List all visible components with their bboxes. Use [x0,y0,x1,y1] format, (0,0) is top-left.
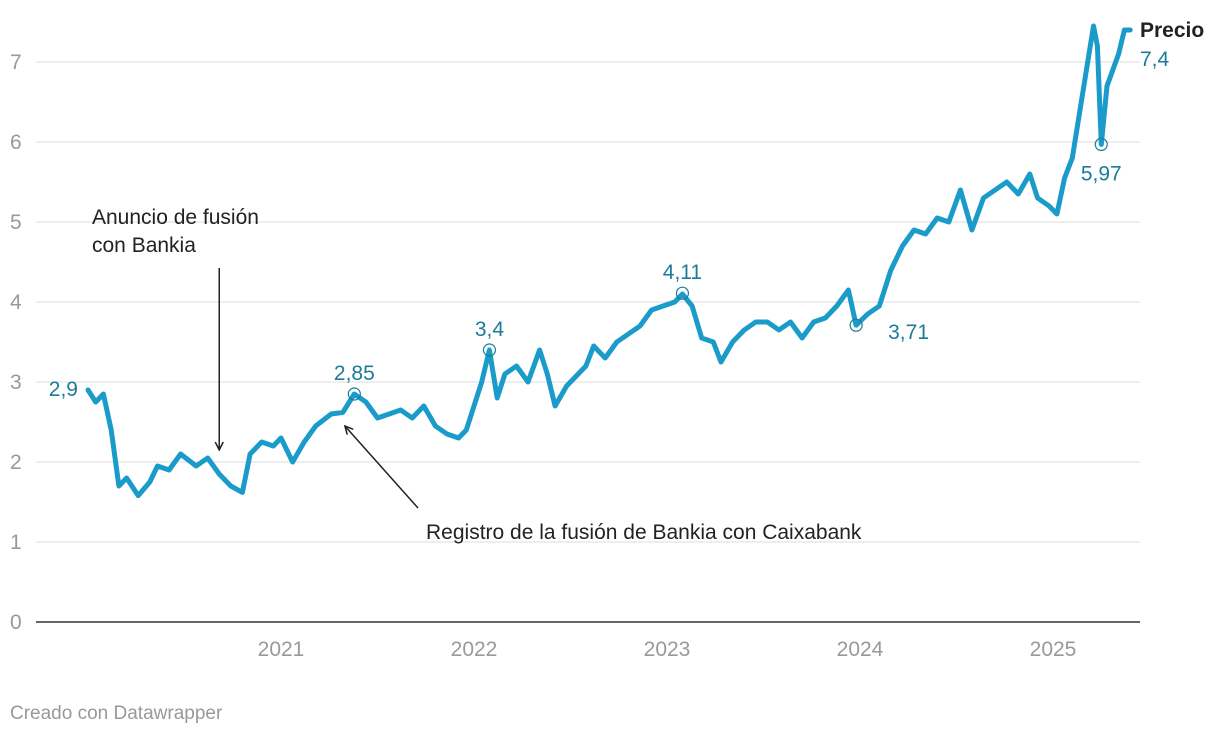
series-last-value-label: 7,4 [1140,48,1170,71]
point-value-label: 2,9 [49,378,78,401]
annotation-line: Registro de la fusión de Bankia con Caix… [426,521,862,544]
point-value-label: 3,71 [888,321,929,344]
y-tick-label: 7 [10,51,22,74]
series-name-label: Precio [1140,19,1204,42]
y-tick-label: 2 [10,451,22,474]
point-marker [347,387,361,401]
annotation-fusion-announcement: Anuncio de fusión con Bankia [92,206,259,257]
y-tick-label: 5 [10,211,22,234]
x-tick-label: 2023 [644,638,691,661]
point-marker [482,343,497,357]
y-axis-ticks: 0 1 2 3 4 5 6 7 [10,51,22,634]
y-tick-label: 0 [10,611,22,634]
annotation-fusion-registration: Registro de la fusión de Bankia con Caix… [426,521,862,544]
price-series-line [85,23,1133,499]
point-labels: 2,9 2,85 3,4 4,11 3,71 5,97 [49,162,1122,401]
y-tick-label: 3 [10,371,22,394]
point-value-label: 3,4 [475,318,505,341]
x-tick-label: 2025 [1030,638,1077,661]
point-marker [1094,137,1108,151]
point-marker [849,318,863,332]
footer-credit: Creado con Datawrapper [10,703,223,724]
y-tick-label: 1 [10,531,22,554]
point-markers [347,137,1108,401]
annotation-line: con Bankia [92,234,196,257]
point-marker [675,286,690,300]
y-tick-label: 4 [10,291,22,314]
point-value-label: 4,11 [663,261,702,284]
y-tick-label: 6 [10,131,22,154]
x-tick-label: 2024 [837,638,884,661]
x-axis-ticks: 2021 2022 2023 2024 2025 [258,638,1077,661]
point-value-label: 5,97 [1081,162,1122,185]
gridlines [36,61,1140,623]
x-tick-label: 2021 [258,638,305,661]
annotation-arrow [345,426,419,509]
annotations: Anuncio de fusión con Bankia Registro de l… [92,206,862,544]
point-value-label: 2,85 [334,362,375,385]
x-tick-label: 2022 [451,638,498,661]
annotation-line: Anuncio de fusión [92,206,259,229]
